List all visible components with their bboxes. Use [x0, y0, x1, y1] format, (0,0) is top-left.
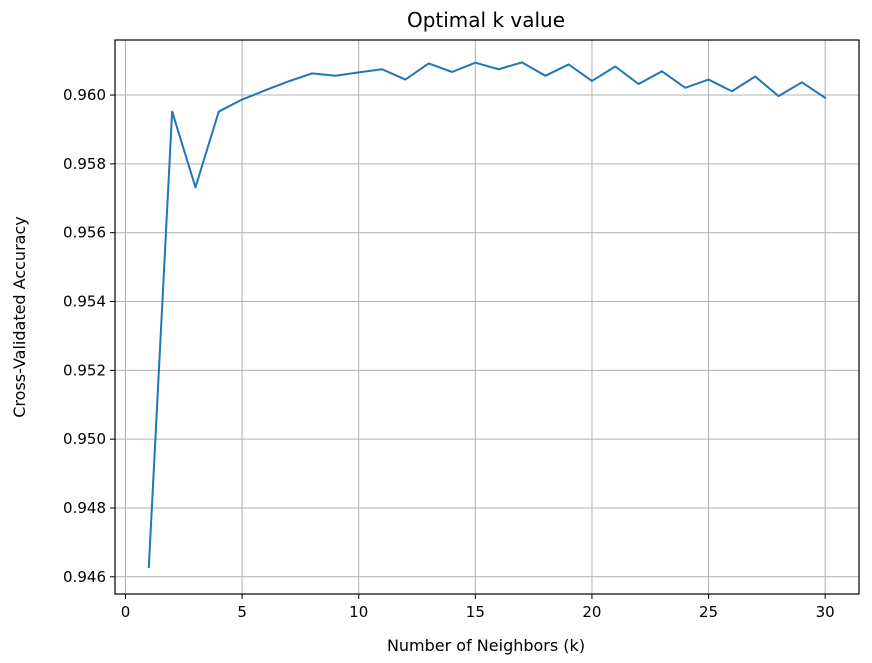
x-tick-label: 20 — [582, 603, 601, 621]
x-tick-label: 30 — [816, 603, 835, 621]
y-axis: 0.946 0.948 0.950 0.952 0.954 0.956 0.958 0.960 — [63, 86, 115, 586]
y-tick-label: 0.948 — [63, 499, 106, 517]
series-layer — [147, 61, 827, 569]
x-tick-label: 0 — [121, 603, 131, 621]
x-tick-label: 25 — [699, 603, 718, 621]
y-tick-label: 0.952 — [63, 361, 106, 379]
chart-title: Optimal k value — [407, 8, 565, 32]
x-axis-label: Number of Neighbors (k) — [387, 636, 585, 655]
y-tick-label: 0.954 — [63, 293, 106, 311]
accuracy-line — [147, 61, 827, 569]
y-tick-label: 0.946 — [63, 568, 106, 586]
y-tick-label: 0.956 — [63, 224, 106, 242]
y-tick-label: 0.950 — [63, 430, 106, 448]
x-tick-label: 10 — [349, 603, 368, 621]
y-tick-label: 0.960 — [63, 86, 106, 104]
x-axis: 0 5 10 15 20 25 30 — [121, 594, 835, 621]
y-tick-label: 0.958 — [63, 155, 106, 173]
plot-frame — [114, 39, 860, 595]
x-tick-label: 15 — [466, 603, 485, 621]
grid-lines — [115, 40, 859, 594]
x-tick-label: 5 — [237, 603, 247, 621]
y-axis-label: Cross-Validated Accuracy — [10, 216, 29, 417]
